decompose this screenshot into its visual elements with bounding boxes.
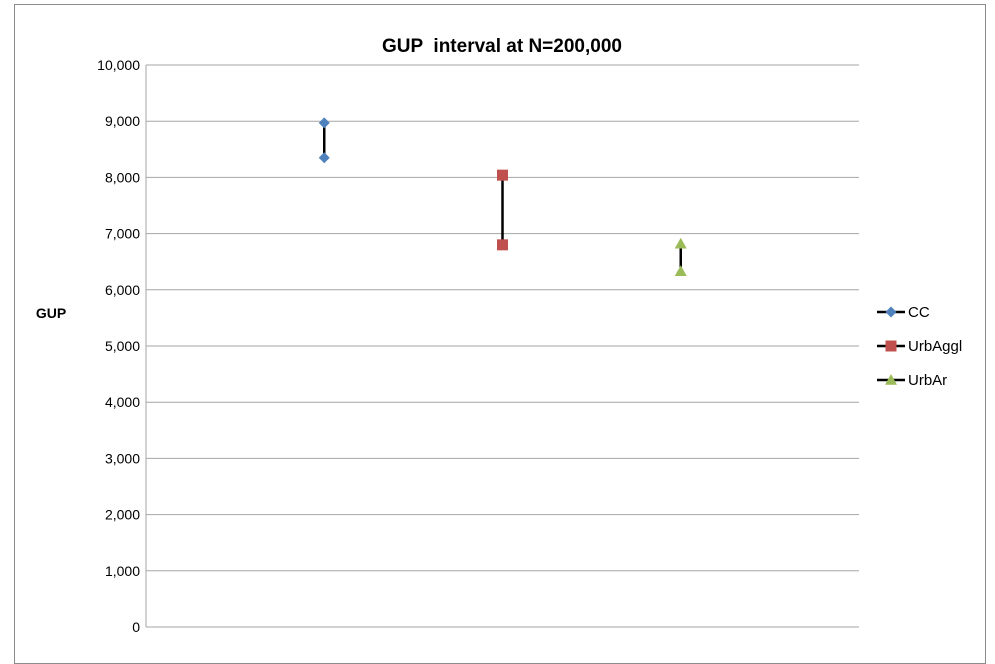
data-point-urbar-1 [674,237,687,249]
legend-marker-cc [885,306,897,318]
legend-label-cc: CC [908,304,930,321]
data-point-cc-1 [318,117,330,129]
legend-marker-urbaggl [885,340,897,352]
legend-label-urbar: UrbAr [908,372,947,389]
legend-marker-urbar [885,374,897,385]
y-tick-label: 6,000 [105,282,140,298]
y-tick-label: 2,000 [105,507,140,523]
y-axis-label: GUP [36,305,66,321]
plot-area [318,117,687,277]
data-point-urbaggl-0 [497,239,508,251]
y-tick-label: 1,000 [105,563,140,579]
y-tick-label: 7,000 [105,226,140,242]
chart-svg: GUP interval at N=200,000 0 1,000 2,000 3,0… [36,36,962,635]
y-tick-label: 5,000 [105,338,140,354]
y-tick-label: 3,000 [105,450,140,466]
gridlines [145,64,859,628]
y-tick-label: 8,000 [105,169,140,185]
data-point-urbar-0 [674,265,687,277]
legend: CC UrbAggl UrbAr [877,304,962,389]
legend-label-urbaggl: UrbAggl [908,338,962,355]
chart-title: GUP interval at N=200,000 [382,36,622,57]
data-point-cc-0 [318,152,330,164]
y-tick-label: 9,000 [105,113,140,129]
y-tick-label: 10,000 [97,57,140,73]
y-axis-ticks: 0 1,000 2,000 3,000 4,000 5,000 6,000 7,000 8,00… [97,57,140,635]
chart-frame [14,4,986,664]
y-tick-label: 4,000 [105,394,140,410]
data-point-urbaggl-1 [497,169,508,181]
y-tick-label: 0 [132,619,140,635]
